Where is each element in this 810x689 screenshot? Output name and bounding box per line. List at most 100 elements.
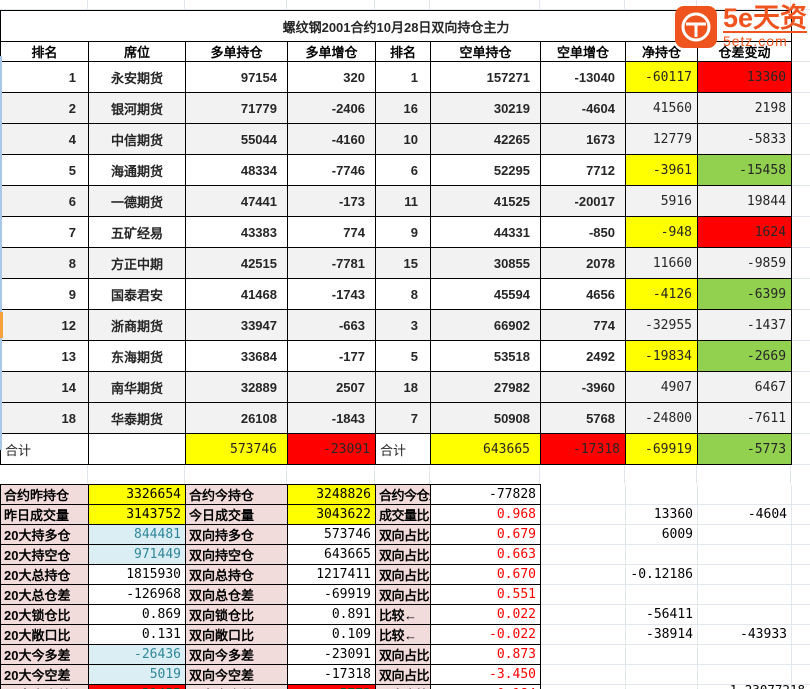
summary-extra-g[interactable] bbox=[540, 544, 626, 565]
summary-value-d[interactable]: 3043622 bbox=[287, 504, 376, 525]
summary-value-d[interactable]: -17318 bbox=[287, 664, 376, 685]
long-position-cell[interactable]: 32889 bbox=[185, 371, 288, 403]
short-change-cell[interactable]: 7712 bbox=[540, 154, 626, 186]
summary-value-f[interactable]: 0.184 bbox=[430, 684, 541, 689]
summary-value-f[interactable]: -0.022 bbox=[430, 624, 541, 645]
summary-label-a[interactable]: 20大敞口比 bbox=[0, 624, 89, 645]
summary-value-d[interactable]: -69919 bbox=[287, 584, 376, 605]
long-position-cell[interactable]: 43383 bbox=[185, 216, 288, 248]
long-change-cell[interactable]: -173 bbox=[287, 185, 376, 217]
summary-label-a[interactable]: 20大今空差 bbox=[0, 664, 89, 685]
short-change-total-cell[interactable]: -17318 bbox=[540, 433, 626, 465]
summary-label-e[interactable]: 双向占比 bbox=[375, 544, 431, 565]
summary-value-b[interactable]: 3326654 bbox=[88, 484, 186, 505]
summary-extra-g[interactable] bbox=[540, 564, 626, 585]
summary-label-e[interactable]: 双向占比 bbox=[375, 664, 431, 685]
long-rank-cell[interactable]: 12 bbox=[0, 309, 89, 341]
summary-value-b[interactable]: 971449 bbox=[88, 544, 186, 565]
summary-extra-g[interactable] bbox=[540, 484, 626, 505]
net-position-cell[interactable]: -3961 bbox=[625, 154, 698, 186]
summary-value-f[interactable]: -77828 bbox=[430, 484, 541, 505]
summary-label-e[interactable]: 比较← bbox=[375, 624, 431, 645]
summary-value-f[interactable]: 0.679 bbox=[430, 524, 541, 545]
short-change-cell[interactable]: -4604 bbox=[540, 92, 626, 124]
net-position-cell[interactable]: -4126 bbox=[625, 278, 698, 310]
short-rank-cell[interactable]: 10 bbox=[375, 123, 431, 155]
summary-extra-h[interactable]: 13360 bbox=[625, 504, 698, 525]
delta-cell[interactable]: -6399 bbox=[696, 278, 793, 310]
summary-label-a[interactable]: 20大持多仓 bbox=[0, 524, 89, 545]
net-position-cell[interactable]: -948 bbox=[625, 216, 698, 248]
seat-cell[interactable]: 东海期货 bbox=[88, 340, 186, 372]
summary-label-c[interactable]: 双向持多仓 bbox=[185, 524, 288, 545]
short-position-cell[interactable]: 30219 bbox=[430, 92, 541, 124]
summary-extra-g[interactable] bbox=[540, 524, 626, 545]
summary-label-c[interactable]: 双向敞口比 bbox=[185, 624, 288, 645]
delta-cell[interactable]: 2198 bbox=[696, 92, 793, 124]
summary-extra-i[interactable] bbox=[697, 584, 792, 605]
long-rank-cell[interactable]: 4 bbox=[0, 123, 89, 155]
delta-cell[interactable]: -9859 bbox=[696, 247, 793, 279]
short-change-cell[interactable]: -3960 bbox=[540, 371, 626, 403]
short-position-cell[interactable]: 44331 bbox=[430, 216, 541, 248]
summary-label-c[interactable]: 合约今持仓 bbox=[185, 484, 288, 505]
summary-extra-h[interactable]: 6009 bbox=[625, 524, 698, 545]
summary-extra-g[interactable] bbox=[540, 504, 626, 525]
summary-label-c[interactable]: 双向今仓差 bbox=[185, 684, 288, 689]
long-change-cell[interactable]: -1743 bbox=[287, 278, 376, 310]
summary-label-e[interactable]: 成交量比 bbox=[375, 504, 431, 525]
net-position-cell[interactable]: -32955 bbox=[625, 309, 698, 341]
long-position-cell[interactable]: 26108 bbox=[185, 402, 288, 434]
summary-extra-g[interactable] bbox=[540, 624, 626, 645]
summary-label-c[interactable]: 双向今多差 bbox=[185, 644, 288, 665]
short-change-cell[interactable]: 1673 bbox=[540, 123, 626, 155]
summary-extra-g[interactable] bbox=[540, 604, 626, 625]
net-position-cell[interactable]: 4907 bbox=[625, 371, 698, 403]
short-rank-cell[interactable]: 11 bbox=[375, 185, 431, 217]
summary-value-d[interactable]: 0.109 bbox=[287, 624, 376, 645]
header-short-rank[interactable]: 排名 bbox=[375, 41, 431, 62]
summary-value-b[interactable]: 844481 bbox=[88, 524, 186, 545]
short-position-cell[interactable]: 157271 bbox=[430, 61, 541, 93]
summary-label-a[interactable]: 20大今仓差 bbox=[0, 684, 89, 689]
summary-value-d[interactable]: -5773 bbox=[287, 684, 376, 689]
summary-extra-g[interactable] bbox=[540, 684, 626, 689]
summary-value-f[interactable]: 0.551 bbox=[430, 584, 541, 605]
header-delta[interactable]: 仓差变动 bbox=[696, 41, 793, 62]
seat-cell[interactable]: 五矿经易 bbox=[88, 216, 186, 248]
short-position-cell[interactable]: 52295 bbox=[430, 154, 541, 186]
delta-cell[interactable]: 19844 bbox=[696, 185, 793, 217]
summary-value-f[interactable]: 0.968 bbox=[430, 504, 541, 525]
delta-cell[interactable]: 13360 bbox=[696, 61, 793, 93]
empty-cell[interactable] bbox=[88, 433, 186, 465]
long-rank-cell[interactable]: 14 bbox=[0, 371, 89, 403]
summary-extra-g[interactable] bbox=[540, 664, 626, 685]
summary-extra-i[interactable]: -43933 bbox=[697, 624, 792, 645]
delta-cell[interactable]: 6467 bbox=[696, 371, 793, 403]
short-position-cell[interactable]: 27982 bbox=[430, 371, 541, 403]
long-rank-cell[interactable]: 9 bbox=[0, 278, 89, 310]
seat-cell[interactable]: 海通期货 bbox=[88, 154, 186, 186]
summary-extra-h[interactable]: -38914 bbox=[625, 624, 698, 645]
summary-value-d[interactable]: 1217411 bbox=[287, 564, 376, 585]
net-position-cell[interactable]: 5916 bbox=[625, 185, 698, 217]
summary-label-c[interactable]: 双向锁仓比 bbox=[185, 604, 288, 625]
short-change-cell[interactable]: 4656 bbox=[540, 278, 626, 310]
summary-extra-h[interactable] bbox=[625, 484, 698, 505]
long-position-cell[interactable]: 41468 bbox=[185, 278, 288, 310]
short-change-cell[interactable]: 774 bbox=[540, 309, 626, 341]
summary-value-f[interactable]: 0.663 bbox=[430, 544, 541, 565]
summary-extra-h[interactable] bbox=[625, 684, 698, 689]
short-rank-cell[interactable]: 18 bbox=[375, 371, 431, 403]
summary-label-e[interactable]: 双向占比 bbox=[375, 584, 431, 605]
delta-cell[interactable]: -2669 bbox=[696, 340, 793, 372]
short-rank-cell[interactable]: 5 bbox=[375, 340, 431, 372]
summary-label-e[interactable]: 双向占比 bbox=[375, 564, 431, 585]
summary-value-b[interactable]: 3143752 bbox=[88, 504, 186, 525]
long-change-total-cell[interactable]: -23091 bbox=[287, 433, 376, 465]
summary-label-a[interactable]: 昨日成交量 bbox=[0, 504, 89, 525]
delta-total-cell[interactable]: -5773 bbox=[696, 433, 793, 465]
header-long-rank[interactable]: 排名 bbox=[0, 41, 89, 62]
long-rank-cell[interactable]: 5 bbox=[0, 154, 89, 186]
summary-value-d[interactable]: 0.891 bbox=[287, 604, 376, 625]
